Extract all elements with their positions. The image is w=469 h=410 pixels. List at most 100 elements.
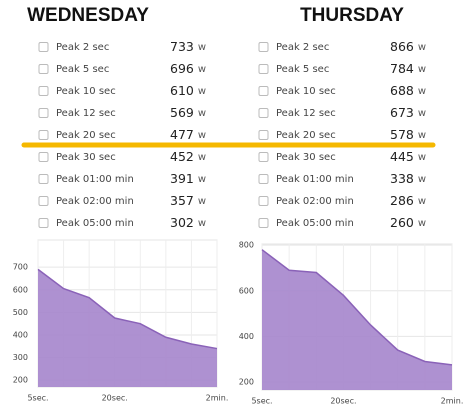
checkbox[interactable]: [38, 130, 49, 140]
x-tick-label: 5sec.: [27, 394, 48, 403]
peak-value: 673 w: [390, 105, 426, 120]
value: 452: [170, 149, 194, 164]
unit: w: [198, 218, 206, 229]
value: 477: [170, 127, 194, 142]
value: 784: [390, 61, 414, 76]
unit: w: [418, 86, 426, 97]
checkbox[interactable]: [38, 108, 49, 118]
y-tick-label: 300: [13, 353, 28, 362]
y-tick-label: 700: [13, 263, 28, 272]
checkbox[interactable]: [38, 64, 49, 74]
peak-label: Peak 30 sec: [56, 152, 116, 163]
value: 866: [390, 39, 414, 54]
peak-value: 688 w: [390, 83, 426, 98]
unit: w: [418, 152, 426, 163]
peak-label: Peak 02:00 min: [56, 196, 134, 207]
checkbox[interactable]: [38, 86, 49, 96]
x-tick-label: 5sec.: [251, 397, 272, 406]
peak-value: 260 w: [390, 215, 426, 230]
unit: w: [418, 218, 426, 229]
value: 688: [390, 83, 414, 98]
peak-label: Peak 30 sec: [276, 152, 336, 163]
peak-label: Peak 10 sec: [276, 86, 336, 97]
unit: w: [198, 174, 206, 185]
peak-label: Peak 2 sec: [56, 42, 109, 53]
checkbox[interactable]: [38, 42, 49, 52]
value: 569: [170, 105, 194, 120]
value: 391: [170, 171, 194, 186]
value: 696: [170, 61, 194, 76]
checkbox[interactable]: [258, 86, 269, 96]
unit: w: [198, 86, 206, 97]
peak-label: Peak 05:00 min: [56, 218, 134, 229]
peak-value: 391 w: [170, 171, 206, 186]
x-tick-label: 20sec.: [102, 394, 128, 403]
value: 733: [170, 39, 194, 54]
peak-value: 578 w: [390, 127, 426, 142]
value: 578: [390, 127, 414, 142]
peak-value: 866 w: [390, 39, 426, 54]
peak-label: Peak 01:00 min: [276, 174, 354, 185]
peak-value: 445 w: [390, 149, 426, 164]
y-tick-label: 400: [13, 330, 28, 339]
checkbox[interactable]: [258, 42, 269, 52]
value: 445: [390, 149, 414, 164]
peak-value: 452 w: [170, 149, 206, 164]
peak-value: 784 w: [390, 61, 426, 76]
peak-value: 696 w: [170, 61, 206, 76]
unit: w: [418, 108, 426, 119]
checkbox[interactable]: [258, 108, 269, 118]
unit: w: [418, 130, 426, 141]
peak-label: Peak 01:00 min: [56, 174, 134, 185]
peak-value: 610 w: [170, 83, 206, 98]
value: 357: [170, 193, 194, 208]
unit: w: [198, 108, 206, 119]
checkbox[interactable]: [258, 64, 269, 74]
value: 302: [170, 215, 194, 230]
peak-value: 357 w: [170, 193, 206, 208]
y-tick-label: 500: [13, 308, 28, 317]
checkbox[interactable]: [258, 218, 269, 228]
peak-label: Peak 20 sec: [56, 130, 116, 141]
peak-value: 569 w: [170, 105, 206, 120]
x-tick-label: 2min.: [206, 394, 229, 403]
peak-label: Peak 02:00 min: [276, 196, 354, 207]
unit: w: [418, 64, 426, 75]
y-tick-label: 400: [239, 332, 254, 341]
checkbox[interactable]: [258, 196, 269, 206]
y-tick-label: 600: [13, 285, 28, 294]
peak-value: 302 w: [170, 215, 206, 230]
peak-label: Peak 12 sec: [276, 108, 336, 119]
unit: w: [198, 152, 206, 163]
peak-label: Peak 5 sec: [56, 64, 109, 75]
checkbox[interactable]: [38, 174, 49, 184]
unit: w: [198, 130, 206, 141]
y-tick-label: 200: [13, 376, 28, 385]
peak-value: 286 w: [390, 193, 426, 208]
unit: w: [198, 64, 206, 75]
unit: w: [418, 42, 426, 53]
peak-label: Peak 5 sec: [276, 64, 329, 75]
area-line: [37, 268, 218, 350]
peak-value: 733 w: [170, 39, 206, 54]
area-line: [261, 249, 453, 366]
value: 286: [390, 193, 414, 208]
unit: w: [418, 174, 426, 185]
peak-value: 477 w: [170, 127, 206, 142]
value: 673: [390, 105, 414, 120]
checkbox[interactable]: [258, 152, 269, 162]
peak-label: Peak 20 sec: [276, 130, 336, 141]
value: 610: [170, 83, 194, 98]
peak-value: 338 w: [390, 171, 426, 186]
value: 260: [390, 215, 414, 230]
checkbox[interactable]: [258, 130, 269, 140]
peak-label: Peak 05:00 min: [276, 218, 354, 229]
value: 338: [390, 171, 414, 186]
checkbox[interactable]: [38, 152, 49, 162]
checkbox[interactable]: [38, 196, 49, 206]
unit: w: [418, 196, 426, 207]
y-tick-label: 600: [239, 286, 254, 295]
checkbox[interactable]: [38, 218, 49, 228]
checkbox[interactable]: [258, 174, 269, 184]
